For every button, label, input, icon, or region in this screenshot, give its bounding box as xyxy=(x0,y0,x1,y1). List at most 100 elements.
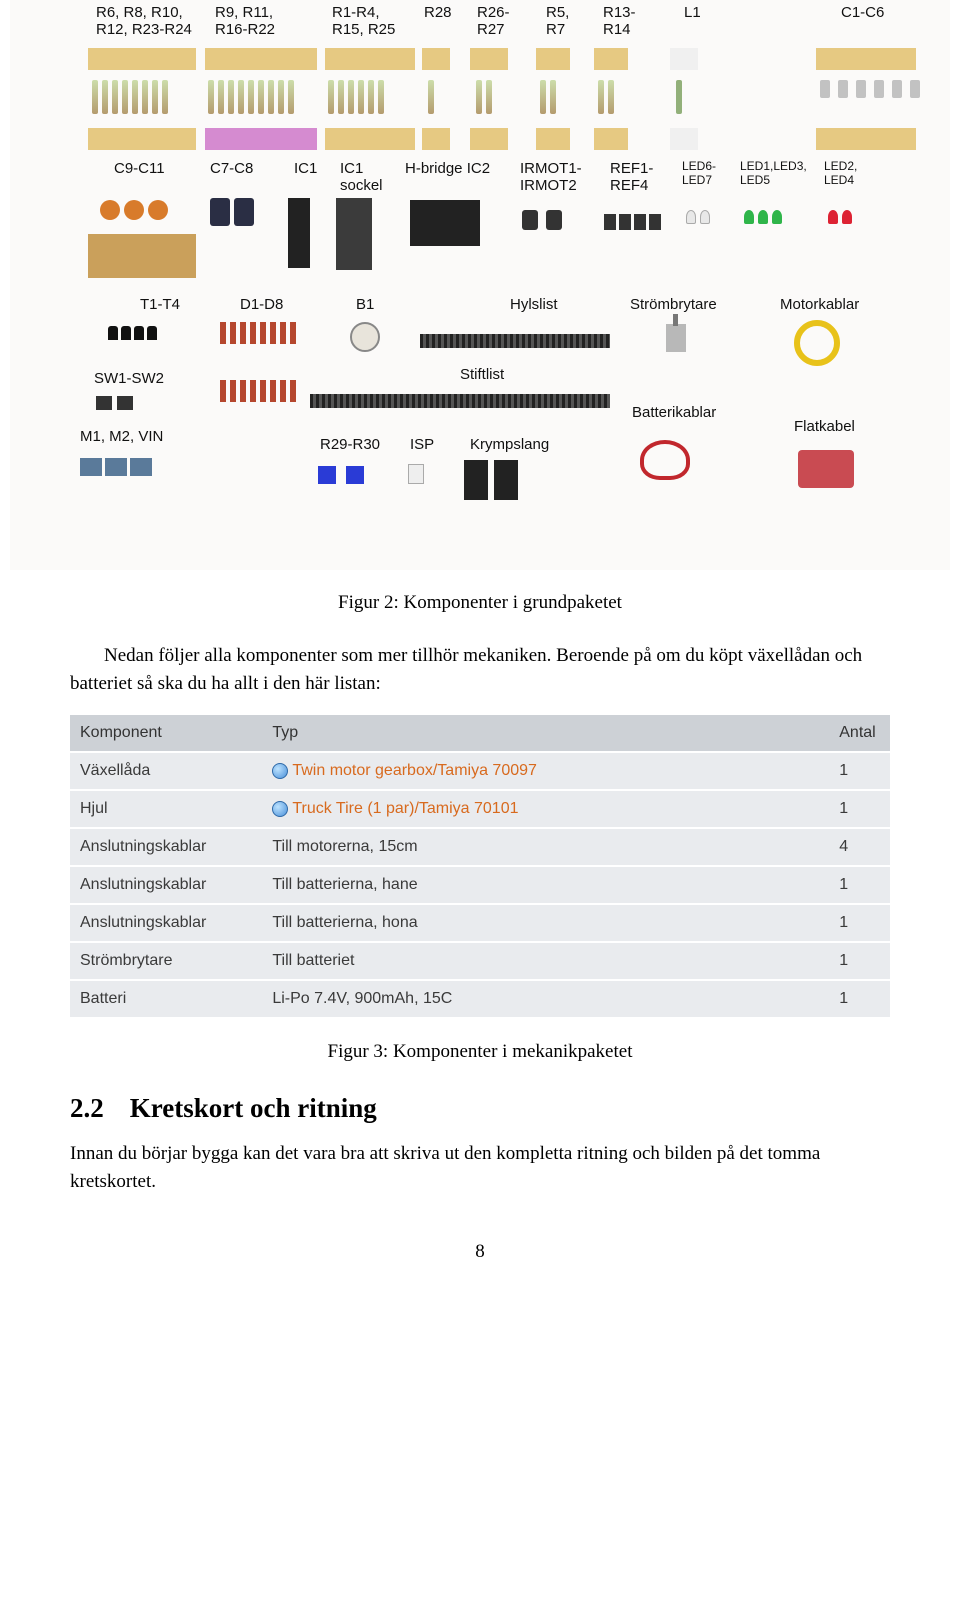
cell-typ: Till motorerna, 15cm xyxy=(262,828,829,866)
tape xyxy=(816,128,916,150)
label-c9-c11: C9-C11 xyxy=(114,160,165,177)
leds-67 xyxy=(686,210,714,229)
th-typ: Typ xyxy=(262,715,829,752)
section-number: 2.2 xyxy=(70,1093,104,1123)
table-row: VäxellådaTwin motor gearbox/Tamiya 70097… xyxy=(70,752,890,790)
resistors xyxy=(92,80,168,114)
flat-cable xyxy=(798,450,854,488)
label-r5-r7: R5, R7 xyxy=(546,4,569,39)
table-row: BatteriLi-Po 7.4V, 900mAh, 15C1 xyxy=(70,980,890,1018)
cell-typ[interactable]: Twin motor gearbox/Tamiya 70097 xyxy=(262,752,829,790)
resistors xyxy=(208,80,294,114)
diodes-2 xyxy=(220,380,300,407)
inductor xyxy=(676,80,682,114)
label-isp: ISP xyxy=(410,436,434,453)
tape xyxy=(88,128,196,150)
label-r-group-3: R1-R4, R15, R25 xyxy=(332,4,395,39)
resistors xyxy=(328,80,384,114)
th-komponent: Komponent xyxy=(70,715,262,752)
figure-2-caption: Figur 2: Komponenter i grundpaketet xyxy=(0,592,960,614)
motor-cable xyxy=(794,320,840,366)
label-stiftlist: Stiftlist xyxy=(460,366,504,383)
label-r-group-2: R9, R11, R16-R22 xyxy=(215,4,275,39)
label-switch: Strömbrytare xyxy=(630,296,717,313)
cell-typ: Till batteriet xyxy=(262,942,829,980)
transistors xyxy=(108,326,160,345)
paragraph-section: Innan du börjar bygga kan det vara bra a… xyxy=(70,1140,890,1195)
irmot xyxy=(546,210,562,230)
label-led67: LED6- LED7 xyxy=(682,160,716,188)
cell-typ[interactable]: Truck Tire (1 par)/Tamiya 70101 xyxy=(262,790,829,828)
label-r28: R28 xyxy=(424,4,452,21)
label-hylslist: Hylslist xyxy=(510,296,558,313)
pinheader-stift xyxy=(310,394,610,408)
diodes xyxy=(220,322,300,349)
cell-komponent: Anslutningskablar xyxy=(70,828,262,866)
caps-c9-c11 xyxy=(100,200,172,225)
cell-komponent: Strömbrytare xyxy=(70,942,262,980)
tape xyxy=(670,48,698,70)
label-r-group-1: R6, R8, R10, R12, R23-R24 xyxy=(96,4,192,39)
cell-antal: 1 xyxy=(829,980,890,1018)
tape xyxy=(205,48,317,70)
battery-cable xyxy=(640,440,690,480)
tape xyxy=(536,48,570,70)
ic1-socket xyxy=(336,198,372,270)
resistors xyxy=(476,80,492,114)
tape xyxy=(88,48,196,70)
cell-komponent: Anslutningskablar xyxy=(70,866,262,904)
shrink-tubes xyxy=(464,460,524,505)
cell-typ: Li-Po 7.4V, 900mAh, 15C xyxy=(262,980,829,1018)
label-ic1-socket: IC1 sockel xyxy=(340,160,383,195)
tape xyxy=(594,48,628,70)
th-antal: Antal xyxy=(829,715,890,752)
table-row: StrömbrytareTill batteriet1 xyxy=(70,942,890,980)
label-c1-c6: C1-C6 xyxy=(841,4,884,21)
page-number: 8 xyxy=(0,1241,960,1263)
tape xyxy=(670,128,698,150)
resistors xyxy=(540,80,556,114)
label-battcables: Batterikablar xyxy=(632,404,716,421)
cell-komponent: Batteri xyxy=(70,980,262,1018)
cell-antal: 1 xyxy=(829,904,890,942)
mech-components-table: Komponent Typ Antal VäxellådaTwin motor … xyxy=(70,715,890,1019)
tape xyxy=(816,48,916,70)
table-row: AnslutningskablarTill motorerna, 15cm4 xyxy=(70,828,890,866)
label-motorcables: Motorkablar xyxy=(780,296,859,313)
section-heading: 2.2 Kretskort och ritning xyxy=(70,1093,890,1124)
cell-komponent: Hjul xyxy=(70,790,262,828)
tape xyxy=(422,128,450,150)
label-led135: LED1,LED3, LED5 xyxy=(740,160,807,188)
cardboard xyxy=(88,234,196,278)
cell-typ: Till batterierna, hona xyxy=(262,904,829,942)
ref-sensors xyxy=(604,214,661,235)
cell-antal: 1 xyxy=(829,790,890,828)
ic1-chip xyxy=(288,198,310,268)
resistors xyxy=(428,80,434,114)
section-title: Kretskort och ritning xyxy=(130,1093,377,1123)
toggle-switch xyxy=(666,324,686,352)
tape xyxy=(205,128,317,150)
paragraph-intro: Nedan följer alla komponenter som mer ti… xyxy=(70,642,890,697)
cell-typ: Till batterierna, hane xyxy=(262,866,829,904)
label-ref: REF1- REF4 xyxy=(610,160,653,195)
cell-antal: 1 xyxy=(829,942,890,980)
label-r29-r30: R29-R30 xyxy=(320,436,380,453)
pinheader-hyls xyxy=(420,334,610,348)
tape xyxy=(594,128,628,150)
label-ic1: IC1 xyxy=(294,160,317,177)
leds-135 xyxy=(744,210,786,229)
isp-header xyxy=(408,464,424,484)
tape xyxy=(422,48,450,70)
label-r26-27: R26- R27 xyxy=(477,4,510,39)
hbridge xyxy=(410,200,480,246)
resistors xyxy=(598,80,614,114)
figure-3-caption: Figur 3: Komponenter i mekanikpaketet xyxy=(0,1041,960,1063)
label-led24: LED2, LED4 xyxy=(824,160,857,188)
label-irmot: IRMOT1- IRMOT2 xyxy=(520,160,582,195)
irmot xyxy=(522,210,538,230)
globe-icon xyxy=(272,801,288,817)
label-d1-d8: D1-D8 xyxy=(240,296,283,313)
label-t1-t4: T1-T4 xyxy=(140,296,180,313)
label-l1: L1 xyxy=(684,4,701,21)
